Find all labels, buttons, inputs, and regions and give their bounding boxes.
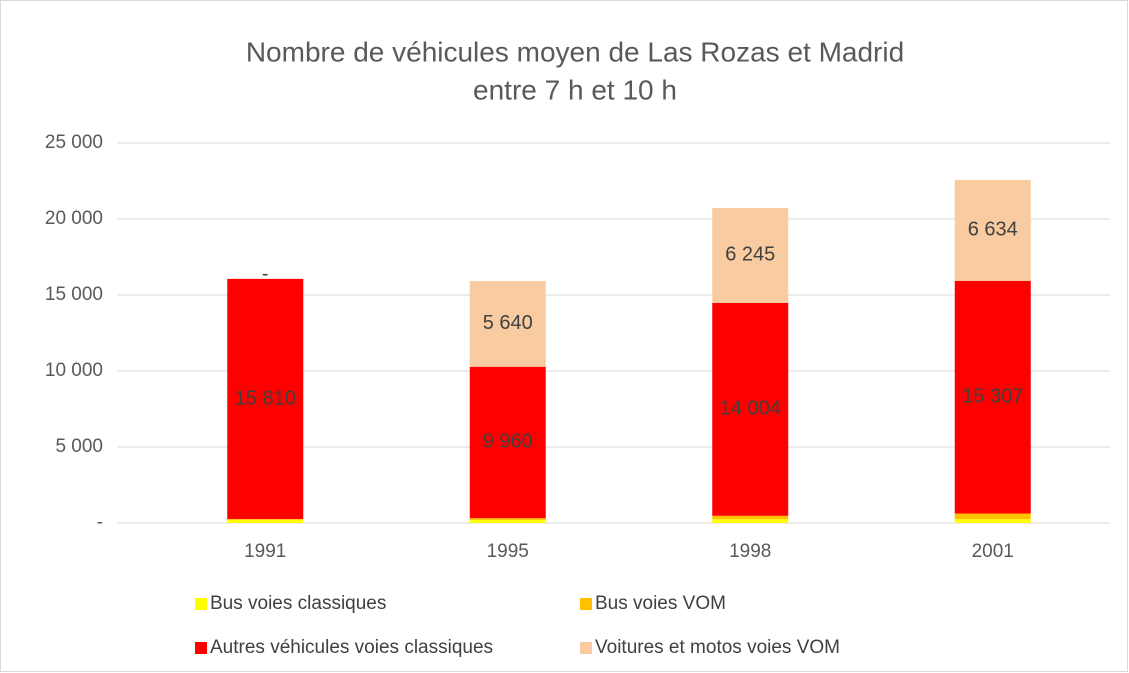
bar-segment: [469, 366, 546, 519]
bar-segment: [954, 179, 1031, 281]
x-tick-label: 1998: [729, 541, 771, 562]
bar-segment: [469, 281, 546, 367]
y-tick-label: 25 000: [45, 132, 103, 153]
chart-title: Nombre de véhicules moyen de Las Rozas e…: [246, 36, 904, 67]
bar-segment: [712, 519, 789, 523]
y-tick-label: -: [97, 512, 103, 533]
data-label: 5 640: [483, 312, 533, 334]
x-tick-label: 1991: [244, 541, 286, 562]
bar-segment: [954, 519, 1031, 523]
bar-segment: [469, 519, 546, 523]
data-label: 14 004: [720, 398, 781, 420]
bar-segment: [227, 278, 304, 520]
bar-segment: [712, 207, 789, 303]
y-tick-label: 20 000: [45, 208, 103, 229]
data-label: 9 960: [483, 431, 533, 453]
legend-swatch: [580, 598, 592, 610]
bar-segment: [469, 518, 546, 520]
y-tick-label: 5 000: [55, 436, 103, 457]
legend-label: Autres véhicules voies classiques: [210, 637, 493, 658]
legend-swatch: [580, 642, 592, 654]
y-tick-label: 10 000: [45, 360, 103, 381]
legend-label: Voitures et motos voies VOM: [595, 637, 840, 658]
legend-swatch: [195, 598, 207, 610]
bar-segment: [954, 513, 1031, 520]
data-label: 15 810: [235, 387, 296, 409]
bar-segment: [712, 302, 789, 516]
data-label: 6 634: [968, 219, 1018, 241]
data-label: -: [262, 263, 269, 285]
bar-segment: [712, 515, 789, 520]
data-label: 6 245: [725, 244, 775, 266]
legend-label: Bus voies VOM: [595, 593, 726, 614]
x-tick-label: 1995: [487, 541, 529, 562]
legend-swatch: [195, 642, 207, 654]
legend-label: Bus voies classiques: [210, 593, 386, 614]
y-tick-label: 15 000: [45, 284, 103, 305]
chart-title: entre 7 h et 10 h: [473, 74, 677, 105]
bar-segment: [227, 519, 304, 523]
x-tick-label: 2001: [972, 541, 1014, 562]
bar-segment: [954, 280, 1031, 514]
data-label: 15 307: [962, 385, 1023, 407]
